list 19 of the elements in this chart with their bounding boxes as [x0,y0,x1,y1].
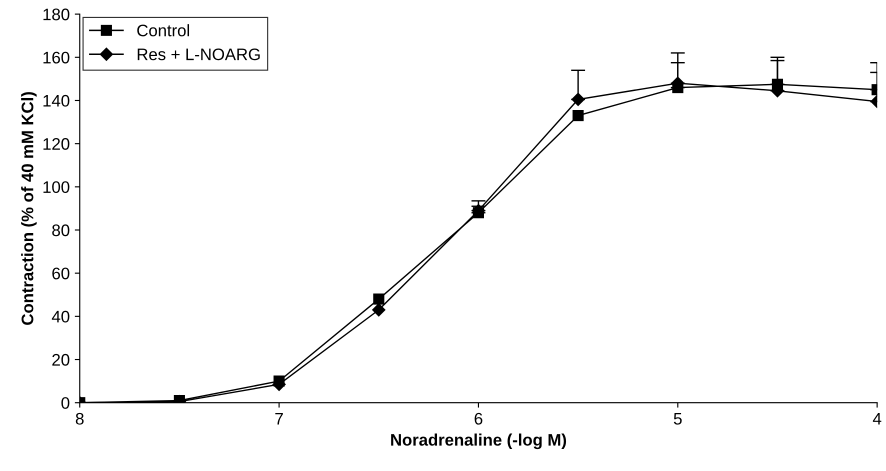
x-axis-title: Noradrenaline (-log M) [391,434,566,450]
y-tick-label: 100 [43,181,70,194]
x-tick-label: 8 [76,412,84,425]
y-tick-label: 60 [52,268,70,280]
y-axis-title: Contraction (% of 40 mM KCl) [21,92,37,325]
x-tick-label: 6 [474,412,482,425]
y-tick-label: 140 [43,94,70,107]
x-tick-label: 4 [872,413,882,425]
y-tick-label: 20 [52,354,70,366]
y-tick-label: 120 [43,138,70,150]
y-tick-label: 160 [43,52,70,64]
y-tick-label: 0 [61,397,70,409]
legend-label: Control [137,24,190,36]
x-tick-label: 5 [674,413,682,425]
legend-label: Res + L-NOARG [138,48,260,60]
y-tick-label: 40 [52,310,70,323]
y-tick-label: 180 [43,8,70,20]
x-tick-label: 7 [275,413,283,425]
y-tick-label: 80 [52,224,70,236]
